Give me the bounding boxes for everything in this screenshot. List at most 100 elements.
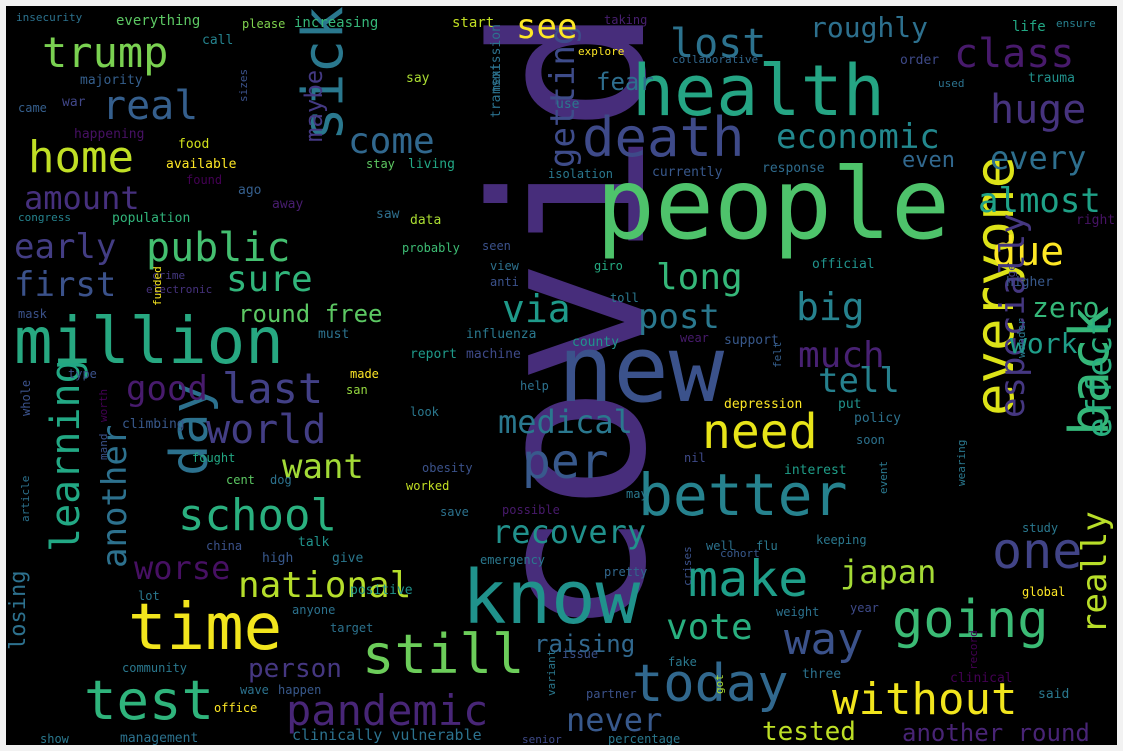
word-trump: trump	[42, 28, 169, 77]
word-taking: taking	[604, 13, 648, 27]
word-huge: huge	[990, 87, 1087, 133]
word-congress: congress	[18, 211, 71, 224]
word-even: even	[902, 148, 955, 173]
word-worse: worse	[134, 549, 231, 587]
word-people: people	[596, 148, 951, 262]
word-via: via	[502, 287, 571, 331]
word-say: say	[406, 71, 430, 86]
word-going: going	[892, 590, 1049, 650]
word-without: without	[832, 674, 1018, 725]
word-felt: felt	[771, 341, 784, 369]
word-real: real	[102, 83, 199, 129]
word-good: good	[126, 369, 208, 409]
word-talk: talk	[298, 535, 330, 550]
word-work: work	[1010, 327, 1078, 360]
word-see: see	[516, 7, 578, 47]
word-tested: tested	[762, 717, 856, 745]
word-issue: issue	[562, 647, 599, 661]
word-saw: saw	[376, 207, 400, 222]
word-made: made	[350, 367, 379, 381]
word-last: last	[222, 364, 324, 413]
word-crises: crises	[681, 546, 694, 586]
word-giro: giro	[594, 259, 623, 273]
word-mand: mand	[97, 433, 110, 461]
word-community: community	[122, 661, 188, 675]
word-used: used	[938, 77, 965, 90]
word-big: big	[796, 285, 865, 329]
word-majority: majority	[80, 73, 143, 88]
word-recovery: recovery	[492, 513, 647, 551]
word-support: support	[724, 333, 779, 348]
word-happening: happening	[74, 127, 145, 142]
word-use: use	[556, 97, 580, 112]
word-first: first	[14, 265, 117, 305]
word-keeping: keeping	[816, 533, 867, 547]
word-high: high	[262, 551, 294, 566]
word-home: home	[28, 132, 134, 183]
word-class: class	[954, 31, 1075, 77]
word-medical: medical	[498, 403, 633, 441]
word-article: article	[19, 475, 32, 522]
word-emergency: emergency	[480, 553, 546, 567]
word-zero: zero	[1032, 291, 1100, 324]
word-make: make	[688, 550, 809, 608]
word-learning: learning	[43, 359, 89, 552]
word-event: event	[877, 460, 890, 494]
word-want: want	[282, 447, 364, 487]
word-electronic: electronic	[146, 283, 213, 296]
word-clinically-vulnerable: clinically vulnerable	[292, 726, 482, 744]
word-said: said	[1038, 687, 1070, 702]
word-pandemic: pandemic	[286, 686, 489, 735]
word-help: help	[520, 379, 549, 393]
word-collaborative: collaborative	[672, 53, 759, 66]
word-ago: ago	[238, 183, 262, 198]
word-away: away	[272, 197, 304, 212]
word-funded: funded	[151, 266, 164, 306]
word-maybe: maybe	[300, 69, 328, 142]
word-tell: tell	[818, 361, 900, 401]
word-flu: flu	[756, 539, 778, 553]
word-record: record	[967, 630, 980, 670]
word-long: long	[656, 257, 743, 298]
word-much: much	[798, 335, 885, 376]
word-may: may	[626, 487, 648, 501]
word-china: china	[206, 539, 243, 553]
word-vote: vote	[666, 607, 753, 648]
word-health: health	[632, 50, 885, 132]
word-data: data	[410, 213, 442, 228]
word-insecurity: insecurity	[16, 11, 83, 24]
word-way: way	[784, 614, 864, 665]
word-please: please	[242, 17, 286, 31]
word-never: never	[566, 701, 663, 739]
word-order: order	[900, 53, 940, 68]
word-currently: currently	[652, 165, 723, 180]
word-wonder: wonder	[1015, 318, 1028, 358]
word-everything: everything	[116, 13, 201, 29]
word-management: management	[120, 731, 199, 745]
word-cloud: covid people new health know million tim…	[6, 6, 1117, 745]
word-round-free: round free	[238, 300, 383, 328]
word-cent: cent	[226, 473, 255, 487]
word-today: today	[632, 654, 789, 714]
word-post: post	[638, 297, 720, 337]
word-economic: economic	[776, 117, 940, 157]
word-obesity: obesity	[422, 461, 473, 475]
word-positive: positive	[350, 583, 413, 598]
word-world: world	[206, 407, 327, 453]
word-isolation: isolation	[548, 167, 614, 181]
word-look: look	[410, 405, 439, 419]
word-policy: policy	[854, 411, 901, 426]
word-soon: soon	[856, 433, 885, 447]
word-fought: fought	[192, 451, 236, 465]
word-cohort: cohort	[720, 547, 760, 560]
word-losing: losing	[6, 570, 31, 650]
word-japan: japan	[840, 553, 937, 591]
word-raising: raising	[534, 630, 636, 658]
word-start: start	[452, 15, 495, 31]
word-person: person	[248, 654, 342, 684]
word-trauma: trauma	[1028, 71, 1075, 86]
word-seen: seen	[482, 239, 511, 253]
word-available: available	[166, 157, 237, 172]
word-know: know	[462, 555, 641, 641]
